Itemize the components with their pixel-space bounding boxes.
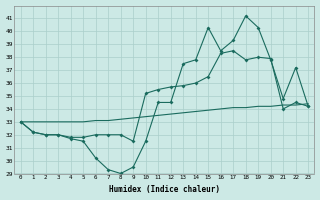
X-axis label: Humidex (Indice chaleur): Humidex (Indice chaleur) xyxy=(109,185,220,194)
